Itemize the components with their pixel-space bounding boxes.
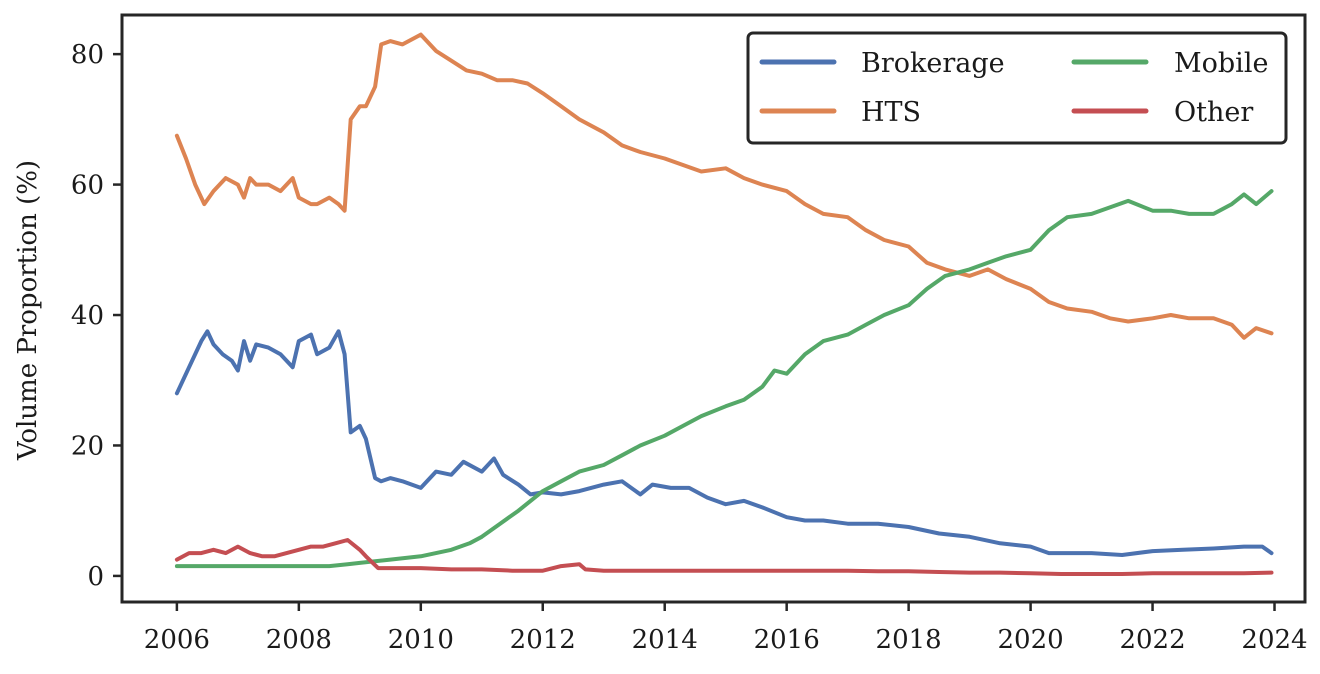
series-line-other — [174, 538, 1274, 576]
series-lines — [174, 32, 1274, 576]
legend: Brokerage Mobile HTS Other — [746, 31, 1288, 145]
x-tick-label: 2024 — [1241, 625, 1307, 655]
legend-label-brokerage: Brokerage — [861, 48, 1005, 79]
y-axis-title: Volume Proportion (%) — [13, 160, 43, 461]
x-tick-label: 2012 — [510, 625, 576, 655]
y-axis: 0 20 40 60 80 — [71, 40, 122, 592]
x-tick-label: 2016 — [754, 625, 820, 655]
x-tick-label: 2006 — [144, 625, 210, 655]
legend-label-mobile: Mobile — [1174, 48, 1268, 79]
x-tick-label: 2008 — [266, 625, 332, 655]
x-tick-label: 2014 — [632, 625, 698, 655]
y-tick-label: 20 — [71, 431, 104, 461]
series-line-mobile — [174, 189, 1274, 569]
x-tick-label: 2018 — [876, 625, 942, 655]
series-line-hts — [174, 32, 1274, 340]
x-axis: 2006 2008 2010 2012 2014 2016 2018 2020 2022 2024 — [144, 602, 1308, 655]
y-tick-label: 80 — [71, 40, 104, 70]
y-tick-label: 0 — [87, 562, 104, 592]
plot-frame — [120, 13, 1307, 604]
y-tick-label: 40 — [71, 301, 104, 331]
legend-box — [746, 31, 1288, 145]
x-tick-label: 2020 — [998, 625, 1064, 655]
x-tick-label: 2010 — [388, 625, 454, 655]
legend-label-other: Other — [1174, 97, 1253, 128]
legend-label-hts: HTS — [861, 97, 921, 128]
x-tick-label: 2022 — [1119, 625, 1185, 655]
series-line-brokerage — [174, 329, 1274, 557]
y-tick-label: 60 — [71, 171, 104, 201]
